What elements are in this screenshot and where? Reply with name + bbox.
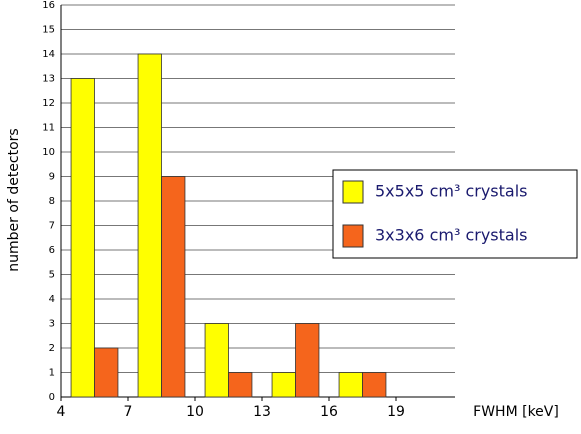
bar bbox=[362, 372, 387, 398]
y-tick-label: 0 bbox=[49, 392, 55, 403]
legend-box bbox=[332, 169, 578, 259]
x-tick-label: 13 bbox=[253, 404, 271, 420]
y-tick-label: 15 bbox=[42, 25, 55, 36]
legend-label: 5x5x5 cm³ crystals bbox=[375, 182, 527, 201]
bar bbox=[70, 78, 95, 398]
bar bbox=[228, 372, 253, 398]
y-tick-label: 16 bbox=[42, 0, 55, 11]
y-tick-label: 5 bbox=[49, 270, 55, 281]
y-axis-label: number of detectors bbox=[6, 128, 22, 271]
y-tick-label: 4 bbox=[49, 294, 55, 305]
y-tick-label: 7 bbox=[49, 221, 55, 232]
x-tick-label: 7 bbox=[124, 404, 133, 420]
y-tick-label: 12 bbox=[42, 98, 55, 109]
y-tick-label: 9 bbox=[49, 172, 55, 183]
y-tick-label: 14 bbox=[42, 49, 55, 60]
bar bbox=[204, 323, 229, 398]
y-tick-label: 3 bbox=[49, 319, 55, 330]
y-tick-label: 13 bbox=[42, 74, 55, 85]
y-tick-label: 8 bbox=[49, 196, 55, 207]
legend-label: 3x3x6 cm³ crystals bbox=[375, 226, 527, 245]
bar bbox=[161, 176, 186, 398]
x-tick-label: 19 bbox=[387, 404, 405, 420]
y-tick-label: 1 bbox=[49, 368, 55, 379]
bar bbox=[295, 323, 320, 398]
y-tick-label: 2 bbox=[49, 343, 55, 354]
bar bbox=[94, 347, 119, 398]
legend-swatch bbox=[342, 224, 364, 248]
x-tick-label: 10 bbox=[186, 404, 204, 420]
y-tick-label: 11 bbox=[42, 123, 55, 134]
bar bbox=[338, 372, 363, 398]
y-tick-label: 6 bbox=[49, 245, 55, 256]
y-tick-label: 10 bbox=[42, 147, 55, 158]
legend-swatch bbox=[342, 180, 364, 204]
x-axis-label: FWHM [keV] bbox=[473, 404, 559, 420]
x-tick-label: 4 bbox=[57, 404, 66, 420]
bar bbox=[271, 372, 296, 398]
x-tick-label: 16 bbox=[320, 404, 338, 420]
bar bbox=[137, 53, 162, 398]
